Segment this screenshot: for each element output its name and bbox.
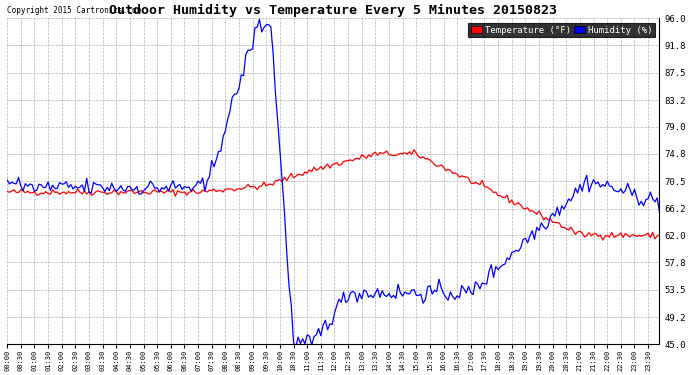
- Legend: Temperature (°F), Humidity (%): Temperature (°F), Humidity (%): [469, 23, 655, 38]
- Text: Copyright 2015 Cartronics.com: Copyright 2015 Cartronics.com: [7, 6, 141, 15]
- Title: Outdoor Humidity vs Temperature Every 5 Minutes 20150823: Outdoor Humidity vs Temperature Every 5 …: [109, 4, 558, 17]
